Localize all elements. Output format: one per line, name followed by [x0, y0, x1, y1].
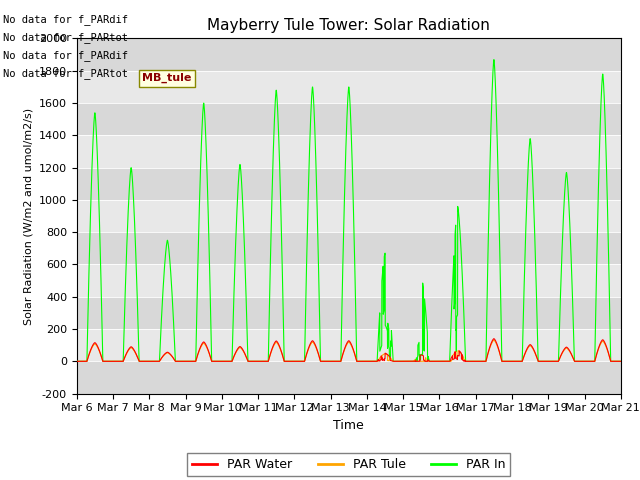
Text: MB_tule: MB_tule [142, 73, 191, 84]
Bar [77, 38, 621, 71]
Y-axis label: Solar Radiation (W/m2 and umol/m2/s): Solar Radiation (W/m2 and umol/m2/s) [24, 108, 33, 324]
Text: No data for f_PARdif: No data for f_PARdif [3, 13, 128, 24]
Bar [77, 135, 621, 168]
Text: No data for f_PARtot: No data for f_PARtot [3, 32, 128, 43]
Text: No data for f_PARdif: No data for f_PARdif [3, 50, 128, 61]
Bar [77, 103, 621, 135]
Bar [77, 200, 621, 232]
Legend: PAR Water, PAR Tule, PAR In: PAR Water, PAR Tule, PAR In [188, 453, 510, 476]
Title: Mayberry Tule Tower: Solar Radiation: Mayberry Tule Tower: Solar Radiation [207, 18, 490, 33]
X-axis label: Time: Time [333, 419, 364, 432]
Bar [77, 297, 621, 329]
Bar [77, 168, 621, 200]
Bar [77, 361, 621, 394]
Text: No data for f_PARtot: No data for f_PARtot [3, 68, 128, 79]
Bar [77, 329, 621, 361]
Bar [77, 232, 621, 264]
Bar [77, 264, 621, 297]
Bar [77, 71, 621, 103]
